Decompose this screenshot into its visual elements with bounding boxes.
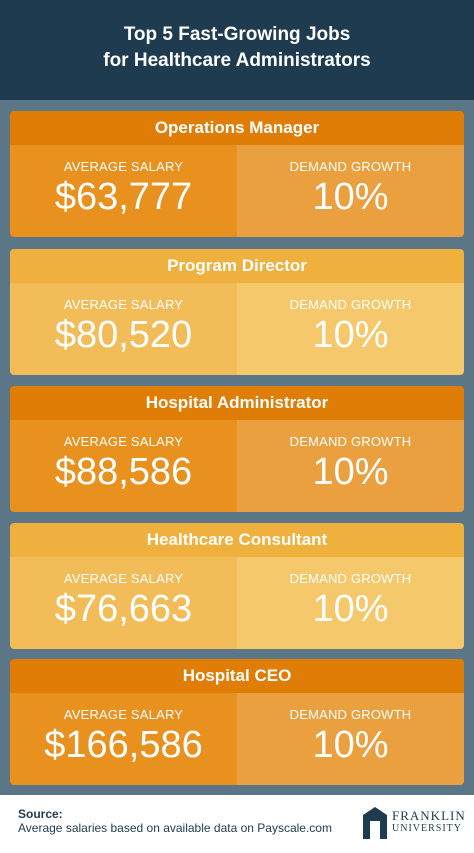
growth-label: DEMAND GROWTH — [289, 571, 412, 586]
growth-value: 10% — [312, 176, 389, 218]
salary-panel: AVERAGE SALARY $63,777 — [10, 145, 237, 237]
salary-value: $80,520 — [54, 314, 193, 356]
job-title: Hospital CEO — [10, 659, 464, 693]
salary-panel: AVERAGE SALARY $166,586 — [10, 693, 237, 785]
job-title: Operations Manager — [10, 111, 464, 145]
title: Top 5 Fast-Growing Jobs — [123, 24, 351, 45]
salary-label: AVERAGE SALARY — [63, 707, 184, 722]
growth-label: DEMAND GROWTH — [289, 159, 412, 174]
salary-panel: AVERAGE SALARY $76,663 — [10, 557, 237, 649]
growth-value: 10% — [312, 588, 389, 630]
job-card: Operations Manager AVERAGE SALARY $63,777 D… — [10, 111, 464, 237]
growth-label: DEMAND GROWTH — [289, 297, 412, 312]
title: for Healthcare Administrators — [103, 50, 371, 71]
job-card: Healthcare Consultant AVERAGE SALARY $76,6… — [10, 523, 464, 649]
source-text: Average salaries based on available data… — [18, 821, 332, 835]
growth-panel: DEMAND GROWTH 10% — [237, 283, 464, 375]
growth-panel: DEMAND GROWTH 10% — [237, 145, 464, 237]
salary-label: AVERAGE SALARY — [63, 571, 184, 586]
job-title: Hospital Administrator — [10, 386, 464, 420]
salary-label: AVERAGE SALARY — [63, 434, 184, 449]
salary-value: $166,586 — [44, 724, 203, 766]
salary-value: $88,586 — [54, 451, 193, 493]
growth-panel: DEMAND GROWTH 10% — [237, 693, 464, 785]
growth-label: DEMAND GROWTH — [289, 707, 412, 722]
salary-panel: AVERAGE SALARY $80,520 — [10, 283, 237, 375]
header: Top 5 Fast-Growing Jobs for Healthcare A… — [0, 0, 474, 100]
growth-value: 10% — [312, 724, 389, 766]
job-card: Hospital Administrator AVERAGE SALARY $88,… — [10, 386, 464, 512]
logo-icon — [363, 807, 387, 839]
salary-panel: AVERAGE SALARY $88,586 — [10, 420, 237, 512]
job-card: Hospital CEO AVERAGE SALARY $166,586 DEMAND… — [10, 659, 464, 785]
growth-value: 10% — [312, 451, 389, 493]
growth-label: DEMAND GROWTH — [289, 434, 412, 449]
job-card: Program Director AVERAGE SALARY $80,520 DEM… — [10, 249, 464, 375]
footer: Source: Average salaries based on availa… — [0, 795, 474, 853]
salary-label: AVERAGE SALARY — [63, 159, 184, 174]
salary-value: $76,663 — [54, 588, 193, 630]
salary-value: $63,777 — [54, 176, 193, 218]
job-title: Healthcare Consultant — [10, 523, 464, 557]
salary-label: AVERAGE SALARY — [63, 297, 184, 312]
logo-text: UNIVERSITY — [392, 823, 462, 834]
growth-value: 10% — [312, 314, 389, 356]
job-title: Program Director — [10, 249, 464, 283]
source-label: Source: — [18, 807, 63, 821]
logo-text: FRANKLIN — [392, 808, 466, 823]
growth-panel: DEMAND GROWTH 10% — [237, 557, 464, 649]
growth-panel: DEMAND GROWTH 10% — [237, 420, 464, 512]
